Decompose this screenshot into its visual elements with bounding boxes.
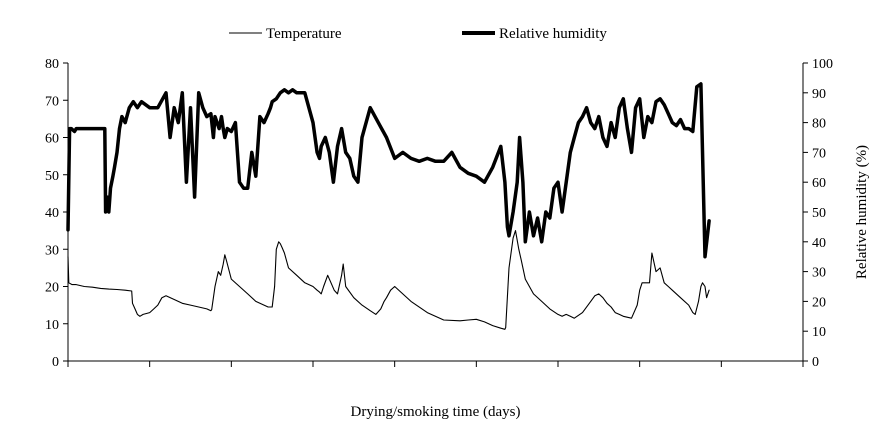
right-y-tick-label: 40 (812, 236, 826, 251)
left-y-tick-label: 80 (45, 57, 59, 72)
right-y-tick-label: 50 (812, 206, 826, 221)
legend-label-relative-humidity: Relative humidity (499, 26, 607, 42)
left-y-tick-label: 20 (45, 281, 59, 296)
right-y-tick-label: 20 (812, 295, 826, 310)
series-group (66, 82, 711, 330)
right-y-tick-label: 100 (812, 57, 833, 72)
right-y-axis-ticks: 0 10 20 30 40 50 60 70 80 90 100 (803, 57, 833, 370)
series-line-temperature (67, 230, 710, 330)
right-y-tick-label: 80 (812, 117, 826, 132)
right-y-tick-label: 10 (812, 325, 826, 340)
right-y-tick-label: 70 (812, 146, 826, 161)
right-y-axis-title: Relative humidity (%) (854, 145, 870, 279)
x-axis-ticks (67, 361, 804, 367)
legend-label-temperature: Temperature (266, 26, 342, 42)
left-y-tick-label: 50 (45, 169, 59, 184)
series-line-relative-humidity (66, 82, 711, 259)
x-axis-title: Drying/smoking time (days) (351, 404, 521, 420)
left-y-tick-label: 10 (45, 318, 59, 333)
left-y-tick-label: 30 (45, 243, 59, 258)
left-y-tick-label: 70 (45, 94, 59, 109)
left-y-tick-label: 0 (52, 355, 59, 370)
left-y-axis-ticks: 0 10 20 30 40 50 60 70 80 (45, 57, 68, 370)
legend: Temperature Relative humidity (229, 26, 607, 42)
right-y-tick-label: 30 (812, 266, 826, 281)
right-y-tick-label: 0 (812, 355, 819, 370)
left-y-tick-label: 60 (45, 132, 59, 147)
left-y-tick-label: 40 (45, 206, 59, 221)
right-y-tick-label: 60 (812, 176, 826, 191)
right-y-tick-label: 90 (812, 87, 826, 102)
